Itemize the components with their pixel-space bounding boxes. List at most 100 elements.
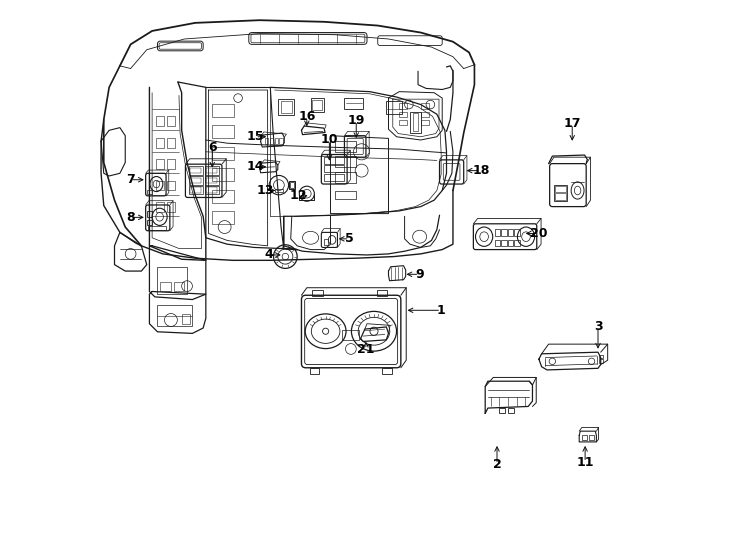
Bar [147, 190, 152, 194]
Bar [515, 229, 520, 235]
Bar [399, 104, 407, 109]
Bar [278, 99, 294, 115]
Bar [206, 178, 217, 183]
Bar [335, 191, 356, 199]
Text: 2: 2 [493, 458, 501, 471]
Bar [410, 112, 421, 133]
Bar [212, 212, 233, 224]
Bar [501, 240, 506, 246]
Text: 6: 6 [208, 141, 217, 154]
Bar [156, 116, 164, 126]
Bar [310, 368, 319, 374]
Bar [399, 112, 407, 117]
Bar [382, 368, 392, 374]
Bar [206, 187, 217, 193]
Bar [312, 290, 323, 296]
Bar [324, 165, 344, 172]
Bar [174, 282, 184, 292]
Text: 14: 14 [247, 160, 264, 173]
Bar [167, 116, 175, 126]
Bar [205, 176, 219, 185]
Bar [399, 119, 407, 125]
Bar [335, 141, 356, 152]
Bar [324, 174, 344, 181]
Text: 4: 4 [264, 248, 273, 261]
Bar [501, 229, 506, 235]
Text: 19: 19 [348, 114, 365, 127]
Bar [280, 138, 283, 144]
Text: 9: 9 [415, 268, 424, 281]
Bar [555, 186, 567, 192]
Bar [599, 355, 603, 357]
Bar [160, 282, 171, 292]
Text: 21: 21 [357, 343, 374, 356]
Bar [498, 408, 505, 414]
Bar [324, 157, 344, 164]
Bar [421, 119, 429, 125]
Text: 11: 11 [576, 456, 594, 469]
Bar [290, 182, 294, 188]
Bar [167, 138, 175, 147]
Text: 18: 18 [472, 164, 490, 177]
Bar [189, 166, 203, 175]
Bar [205, 166, 219, 175]
Bar [148, 226, 166, 230]
Bar [342, 330, 360, 340]
Bar [508, 408, 515, 414]
Bar [495, 229, 501, 235]
Bar [555, 193, 567, 200]
Bar [413, 113, 418, 131]
Bar [167, 202, 175, 212]
Bar [167, 159, 175, 169]
Bar [147, 220, 152, 225]
Bar [582, 435, 587, 440]
Text: 17: 17 [564, 117, 581, 130]
Bar [377, 290, 388, 296]
Text: 7: 7 [126, 173, 135, 186]
Bar [156, 202, 164, 212]
Bar [205, 186, 219, 194]
Bar [212, 168, 233, 181]
Bar [288, 181, 295, 190]
Bar [158, 305, 192, 326]
Bar [386, 101, 402, 114]
Bar [335, 172, 356, 183]
Text: 3: 3 [594, 320, 603, 333]
Bar [212, 190, 233, 203]
Bar [147, 212, 152, 217]
Bar [589, 435, 595, 440]
Bar [265, 138, 268, 144]
Text: 5: 5 [345, 232, 354, 245]
Bar [189, 186, 203, 194]
Bar [190, 178, 201, 183]
Bar [335, 156, 356, 167]
Bar [310, 98, 324, 112]
Text: 10: 10 [321, 133, 338, 146]
Bar [421, 112, 429, 117]
Bar [190, 168, 201, 173]
Bar [190, 187, 201, 193]
Bar [156, 181, 164, 191]
Bar [189, 176, 203, 185]
Text: 15: 15 [247, 130, 264, 143]
Bar [156, 159, 164, 169]
Bar [312, 100, 322, 110]
Text: 8: 8 [126, 211, 135, 224]
Bar [599, 359, 603, 363]
Bar [421, 104, 429, 109]
Text: 20: 20 [530, 227, 548, 240]
Text: 12: 12 [289, 190, 307, 202]
Bar [275, 190, 283, 192]
Text: 1: 1 [437, 304, 446, 317]
Bar [508, 229, 513, 235]
Bar [270, 138, 273, 144]
Bar [554, 185, 567, 201]
Text: 13: 13 [256, 184, 274, 197]
Bar [181, 314, 189, 323]
Bar [212, 104, 233, 117]
Bar [206, 168, 217, 173]
Bar [508, 240, 513, 246]
Bar [281, 102, 292, 113]
Text: 16: 16 [298, 110, 316, 124]
Bar [324, 239, 328, 245]
